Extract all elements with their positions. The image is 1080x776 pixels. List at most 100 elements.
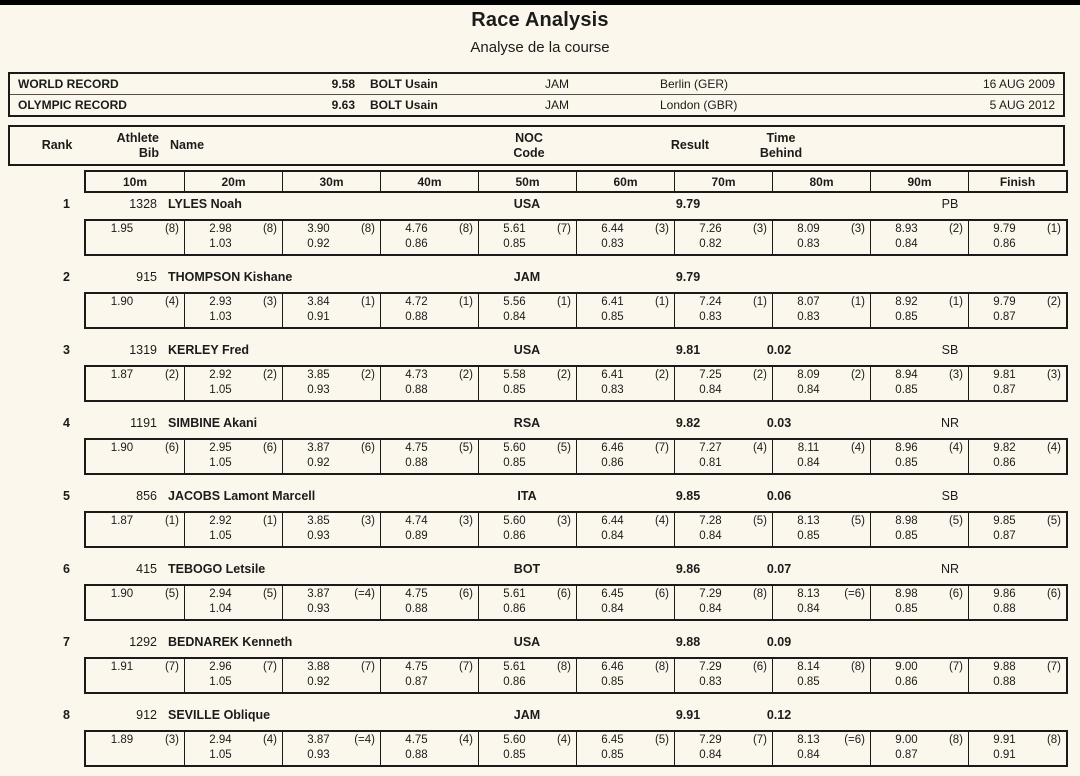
athlete-results-list: 1 1328 LYLES Noah USA 9.79 PB 1.95 (8) 2.98 (8) 1.… — [0, 191, 1080, 775]
segment-spacer — [545, 310, 571, 325]
split-position-rank: (4) — [654, 515, 669, 527]
segment-spacer — [839, 310, 865, 325]
segment-time: 0.91 — [993, 749, 1016, 761]
split-cell: 4.72 (1) 0.88 — [380, 294, 478, 327]
segment-spacer — [937, 529, 963, 544]
segment-spacer — [349, 310, 375, 325]
segment-spacer — [545, 383, 571, 398]
split-position-rank: (5) — [948, 515, 963, 527]
split-cumulative-line: 5.60 (4) — [484, 733, 571, 748]
split-cell: 5.61 (7) 0.85 — [478, 221, 576, 254]
split-time: 7.29 — [699, 661, 722, 673]
segment-spacer — [937, 456, 963, 471]
segment-spacer — [447, 529, 473, 544]
split-time: 5.61 — [503, 588, 526, 600]
split-cell: 9.81 (3) 0.87 — [968, 367, 1066, 400]
split-segment-line: 0.83 — [582, 237, 669, 252]
split-position-rank: (2) — [458, 369, 473, 381]
segment-time: 0.88 — [993, 676, 1016, 688]
athlete-row: 8 912 SEVILLE Oblique JAM 9.91 0.12 1.89 (3) 2.9… — [0, 702, 1080, 775]
split-segment-line: 0.85 — [582, 675, 669, 690]
split-position-rank: (5) — [458, 442, 473, 454]
split-cumulative-line: 8.11 (4) — [778, 441, 865, 456]
split-cell: 3.87 (=4) 0.93 — [282, 732, 380, 765]
athlete-bib: 1292 — [129, 635, 157, 649]
segment-time: 0.88 — [405, 311, 428, 323]
split-position-rank: (2) — [654, 369, 669, 381]
segment-spacer — [447, 602, 473, 617]
segment-spacer — [153, 237, 179, 252]
segment-time: 0.88 — [405, 749, 428, 761]
split-segment-line: 0.85 — [876, 602, 963, 617]
split-cell: 7.29 (7) 0.84 — [674, 732, 772, 765]
split-cell: 8.13 (5) 0.85 — [772, 513, 870, 546]
segment-time: 0.86 — [503, 603, 526, 615]
segment-time: 0.86 — [503, 676, 526, 688]
segment-time: 0.92 — [307, 676, 330, 688]
split-cumulative-line: 8.98 (5) — [876, 514, 963, 529]
split-time: 6.45 — [601, 734, 624, 746]
name-column-header: Name — [170, 138, 205, 153]
athlete-row: 3 1319 KERLEY Fred USA 9.81 0.02 SB 1.87 (2) 2.92… — [0, 337, 1080, 410]
split-cumulative-line: 7.26 (3) — [680, 222, 767, 237]
segment-spacer — [937, 602, 963, 617]
split-time: 6.41 — [601, 369, 624, 381]
split-cell: 8.13 (=6) 0.84 — [772, 732, 870, 765]
split-time: 2.93 — [209, 296, 232, 308]
result-column-header: Result — [670, 138, 710, 153]
athlete-name: LYLES Noah — [168, 197, 242, 211]
split-cumulative-line: 8.98 (6) — [876, 587, 963, 602]
split-cumulative-line: 1.87 (1) — [91, 514, 179, 529]
page-title: Race Analysis — [471, 9, 609, 31]
split-cell: 3.85 (3) 0.93 — [282, 513, 380, 546]
split-segment-line: 0.88 — [386, 310, 473, 325]
segment-spacer — [839, 529, 865, 544]
split-position-rank: (6) — [458, 588, 473, 600]
split-time: 2.92 — [209, 515, 232, 527]
segment-spacer — [643, 602, 669, 617]
segment-spacer — [643, 675, 669, 690]
split-segment-line: 0.87 — [386, 675, 473, 690]
split-position-rank: (8) — [556, 661, 571, 673]
split-segment-line: 0.85 — [876, 456, 963, 471]
split-cumulative-line: 3.85 (3) — [288, 514, 375, 529]
athlete-row: 2 915 THOMPSON Kishane JAM 9.79 1.90 (4) 2.93 (3… — [0, 264, 1080, 337]
split-time: 8.93 — [895, 223, 918, 235]
split-time: 4.76 — [405, 223, 428, 235]
segment-time: 0.85 — [503, 238, 526, 250]
split-position-rank: (=6) — [844, 588, 865, 600]
segment-time: 0.81 — [699, 457, 722, 469]
split-cell: 8.14 (8) 0.85 — [772, 659, 870, 692]
athlete-summary: 3 1319 KERLEY Fred USA 9.81 0.02 SB — [0, 341, 1080, 359]
split-position-rank: (6) — [164, 442, 179, 454]
athlete-record-note: SB — [941, 343, 959, 357]
split-cumulative-line: 4.76 (8) — [386, 222, 473, 237]
split-position-rank: (=4) — [354, 734, 375, 746]
time-behind-column-header: Time Behind — [733, 127, 829, 164]
split-time: 4.74 — [405, 515, 428, 527]
split-segment-line: 1.05 — [190, 456, 277, 471]
segment-spacer — [643, 237, 669, 252]
split-cell: 3.84 (1) 0.91 — [282, 294, 380, 327]
split-cumulative-line: 2.98 (8) — [190, 222, 277, 237]
athlete-record-note: NR — [940, 562, 960, 576]
segment-time: 1.03 — [209, 238, 232, 250]
split-time: 3.87 — [307, 442, 330, 454]
split-time: 3.84 — [307, 296, 330, 308]
split-cumulative-line: 4.72 (1) — [386, 295, 473, 310]
segment-time: 0.93 — [307, 749, 330, 761]
split-position-rank: (5) — [752, 515, 767, 527]
split-cumulative-line: 9.00 (7) — [876, 660, 963, 675]
split-position-rank: (6) — [262, 442, 277, 454]
split-cumulative-line: 7.25 (2) — [680, 368, 767, 383]
segment-time — [91, 675, 153, 690]
split-segment-line: 0.85 — [484, 748, 571, 763]
split-cell: 4.76 (8) 0.86 — [380, 221, 478, 254]
segment-spacer — [1035, 675, 1061, 690]
split-time: 9.00 — [895, 734, 918, 746]
split-cell: 5.60 (3) 0.86 — [478, 513, 576, 546]
segment-time: 0.83 — [699, 311, 722, 323]
split-time: 2.95 — [209, 442, 232, 454]
segment-time: 1.05 — [209, 530, 232, 542]
split-position-rank: (3) — [556, 515, 571, 527]
